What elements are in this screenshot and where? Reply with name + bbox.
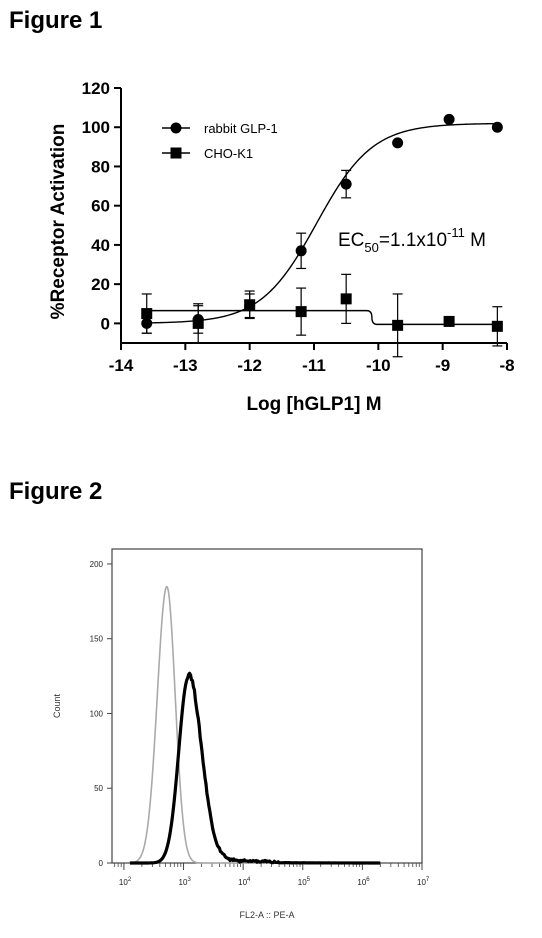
rabbit-glp1-fit-curve: [146, 122, 498, 324]
x-tick-label: 104: [238, 877, 251, 887]
x-tick-exponent: 4: [247, 877, 251, 883]
data-point-circle: [491, 121, 503, 133]
x-tick-base: 10: [179, 878, 188, 887]
histogram-frame: [111, 548, 423, 864]
x-tick-label: -9: [435, 356, 450, 375]
ec50-annotation-part: -11: [447, 225, 465, 240]
y-tick-label: 200: [90, 560, 104, 569]
x-tick-label: -8: [499, 356, 514, 375]
ec50-annotation-part: M: [465, 230, 486, 251]
x-tick-label: -14: [109, 356, 134, 375]
x-tick-base: 10: [417, 878, 426, 887]
data-point-square: [295, 306, 307, 318]
y-tick-label: 80: [91, 157, 110, 176]
legend-marker-square: [170, 147, 182, 159]
x-tick-base: 10: [298, 878, 307, 887]
x-tick-label: -13: [173, 356, 198, 375]
y-tick-label: 0: [101, 314, 110, 333]
ec50-annotation: EC50=1.1x10-11 M: [338, 225, 486, 255]
x-tick-base: 10: [119, 878, 128, 887]
ec50-annotation-part: 50: [364, 240, 378, 255]
legend-label: rabbit GLP-1: [204, 121, 278, 136]
data-point-circle: [392, 137, 404, 149]
x-tick-label: 103: [179, 877, 192, 887]
data-point-circle: [295, 245, 307, 257]
data-point-circle: [340, 178, 352, 190]
x-tick-exponent: 5: [307, 877, 311, 883]
figure-2-title: Figure 2: [9, 478, 103, 505]
data-point-square: [340, 293, 352, 305]
y-tick-label: 150: [90, 635, 104, 644]
y-tick-label: 100: [82, 118, 110, 137]
x-tick-label: 102: [119, 877, 132, 887]
data-point-circle: [443, 113, 455, 125]
ec50-annotation-part: EC: [338, 230, 364, 251]
y-tick-label: 20: [91, 275, 110, 294]
x-axis-title: Log [hGLP1] M: [246, 394, 381, 415]
figure-1-title: Figure 1: [9, 7, 103, 34]
legend-marker-circle: [170, 122, 182, 134]
cho-k1-fit-curve: [146, 309, 498, 326]
y-tick-label: 120: [82, 79, 110, 98]
ec50-annotation-part: =1.1x10: [379, 230, 447, 251]
data-point-square: [141, 308, 153, 320]
x-tick-label: -10: [366, 356, 391, 375]
y-axis-title: %Receptor Activation: [48, 124, 69, 320]
x-tick-label: -12: [237, 356, 262, 375]
data-point-square: [192, 317, 204, 329]
x-tick-label: 105: [298, 877, 311, 887]
data-point-square: [491, 320, 503, 332]
y-tick-label: 40: [91, 236, 110, 255]
x-tick-label: 106: [357, 877, 370, 887]
x-tick-exponent: 7: [426, 877, 430, 883]
sample-histogram-curve: [129, 671, 381, 865]
y-tick-label: 100: [90, 709, 104, 718]
x-tick-label: 107: [417, 877, 430, 887]
x-tick-exponent: 3: [187, 877, 191, 883]
x-tick-base: 10: [357, 878, 366, 887]
data-point-square: [392, 319, 404, 331]
legend-label: CHO-K1: [204, 146, 253, 161]
x-tick-base: 10: [238, 878, 247, 887]
y-tick-label: 50: [94, 784, 103, 793]
control-histogram-curve: [129, 585, 381, 864]
x-tick-exponent: 2: [128, 877, 132, 883]
x-axis-title: FL2-A :: PE-A: [239, 910, 294, 920]
y-tick-label: 60: [91, 197, 110, 216]
data-point-square: [443, 315, 455, 327]
y-tick-label: 0: [99, 859, 104, 868]
x-tick-label: -11: [302, 356, 326, 375]
y-axis-title: Count: [52, 694, 62, 719]
dose-response-chart: 0 20 40 60 80 100 120 -14 -13 -12 -11 -10 -9 -8 Log [h…: [48, 79, 515, 415]
x-tick-exponent: 6: [366, 877, 370, 883]
data-point-square: [244, 299, 256, 311]
